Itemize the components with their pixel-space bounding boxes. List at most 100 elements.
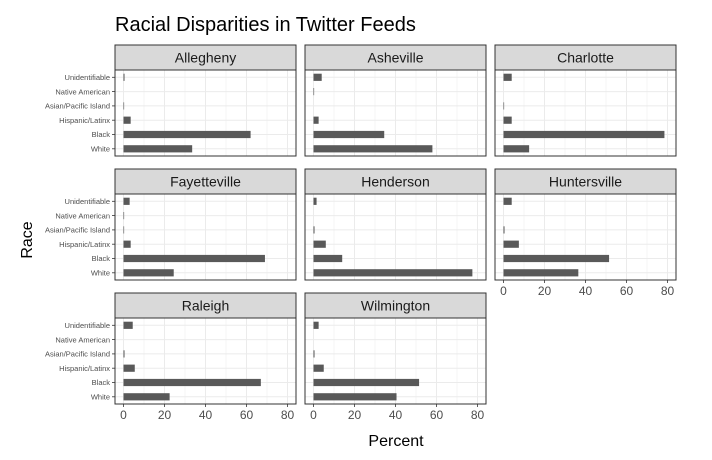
bar-white [123, 393, 170, 401]
x-tick-label: 20 [538, 284, 552, 298]
bar-black [503, 130, 665, 139]
y-tick-label: Unidentifiable [65, 197, 110, 206]
bar-asian-pacific-island [503, 102, 505, 110]
y-axis-title: Race [19, 221, 36, 258]
facet-strip-label: Henderson [361, 174, 430, 190]
y-tick-label: Hispanic/Latinx [59, 364, 110, 373]
x-tick-label: 40 [199, 408, 213, 422]
facet-panel-henderson: Henderson [304, 168, 487, 281]
x-tick-label: 40 [579, 284, 593, 298]
bar-hispanic-latinx [123, 364, 135, 372]
y-tick-label: Unidentifiable [65, 73, 110, 82]
bar-asian-pacific-island [123, 350, 125, 358]
bar-black [503, 254, 610, 263]
x-tick-label: 20 [348, 408, 362, 422]
y-tick-label: Asian/Pacific Island [45, 350, 110, 359]
bar-white [313, 393, 397, 401]
bar-black [313, 130, 385, 139]
bar-white [313, 145, 433, 153]
facet-strip [114, 168, 297, 195]
facet-panel-raleigh: Raleigh Unidentifiable Native American Asia… [45, 292, 297, 422]
y-tick-label: White [91, 393, 110, 402]
facet-strip-label: Fayetteville [170, 174, 241, 190]
panel-border [494, 69, 677, 157]
x-tick-label: 80 [281, 408, 295, 422]
y-tick-label: Native American [55, 211, 110, 220]
bar-unidentifiable [503, 73, 512, 81]
facet-panel-charlotte: Charlotte [494, 44, 677, 157]
bar-hispanic-latinx [313, 116, 319, 124]
x-tick-label: 60 [620, 284, 634, 298]
bar-black [313, 254, 343, 263]
bar-white [123, 145, 193, 153]
y-tick-label: Black [92, 130, 111, 139]
panel-border [304, 193, 487, 281]
y-tick-label: Hispanic/Latinx [59, 240, 110, 249]
bar-hispanic-latinx [123, 240, 131, 248]
bar-hispanic-latinx [503, 116, 512, 124]
bar-unidentifiable [123, 197, 130, 205]
facet-strip-label: Raleigh [182, 298, 229, 314]
x-tick-label: 20 [158, 408, 172, 422]
bar-white [123, 269, 174, 277]
y-tick-label: Asian/Pacific Island [45, 226, 110, 235]
x-tick-label: 40 [389, 408, 403, 422]
y-tick-label: Black [92, 254, 111, 263]
facet-strip-label: Wilmington [361, 298, 430, 314]
bar-asian-pacific-island [123, 102, 125, 110]
facet-strip [114, 44, 297, 71]
panel-border [304, 69, 487, 157]
x-tick-label: 60 [430, 408, 444, 422]
bar-hispanic-latinx [123, 116, 131, 124]
bar-black [123, 130, 251, 139]
facet-strip-label: Allegheny [175, 50, 237, 66]
y-tick-label: Unidentifiable [65, 321, 110, 330]
bar-white [503, 145, 530, 153]
bar-hispanic-latinx [313, 364, 324, 372]
bar-asian-pacific-island [123, 226, 125, 234]
bar-native-american [313, 88, 315, 96]
bar-hispanic-latinx [313, 240, 326, 248]
bar-black [123, 254, 265, 263]
facet-panel-fayetteville: Fayetteville Unidentifiable Native America… [45, 168, 297, 281]
y-tick-label: Black [92, 378, 111, 387]
bar-asian-pacific-island [503, 226, 505, 234]
x-tick-label: 80 [471, 408, 485, 422]
panel-border [114, 69, 297, 157]
y-tick-label: Native American [55, 335, 110, 344]
x-tick-label: 0 [120, 408, 127, 422]
y-tick-label: White [91, 269, 110, 278]
facet-panel-asheville: Asheville [304, 44, 487, 157]
x-tick-label: 80 [661, 284, 675, 298]
facet-panel-allegheny: Allegheny Unidentifiable Native American As… [45, 44, 297, 157]
bar-unidentifiable [123, 73, 125, 81]
bar-unidentifiable [313, 197, 317, 205]
bar-black [123, 378, 261, 387]
facet-strip-label: Huntersville [549, 174, 622, 190]
bar-hispanic-latinx [503, 240, 519, 248]
bar-asian-pacific-island [313, 226, 315, 234]
chart-title: Racial Disparities in Twitter Feeds [115, 14, 416, 36]
facet-strip [304, 44, 487, 71]
y-tick-label: Native American [55, 87, 110, 96]
bar-unidentifiable [313, 321, 319, 329]
x-tick-label: 0 [310, 408, 317, 422]
y-tick-label: Asian/Pacific Island [45, 102, 110, 111]
facet-strip-label: Charlotte [557, 50, 614, 66]
bar-unidentifiable [503, 197, 512, 205]
x-axis-title: Percent [368, 433, 424, 450]
facet-strip [494, 168, 677, 195]
y-tick-label: Hispanic/Latinx [59, 116, 110, 125]
x-tick-label: 60 [240, 408, 254, 422]
facet-strip [304, 292, 487, 319]
bar-native-american [123, 212, 125, 220]
bar-white [503, 269, 579, 277]
bar-black [313, 378, 420, 387]
facet-panels: Allegheny Unidentifiable Native American As… [45, 44, 677, 422]
bar-asian-pacific-island [313, 350, 315, 358]
y-tick-label: White [91, 145, 110, 154]
x-tick-label: 0 [500, 284, 507, 298]
facet-strip-label: Asheville [367, 50, 423, 66]
facet-panel-wilmington: Wilmington 0 20 40 60 80 [304, 292, 487, 422]
